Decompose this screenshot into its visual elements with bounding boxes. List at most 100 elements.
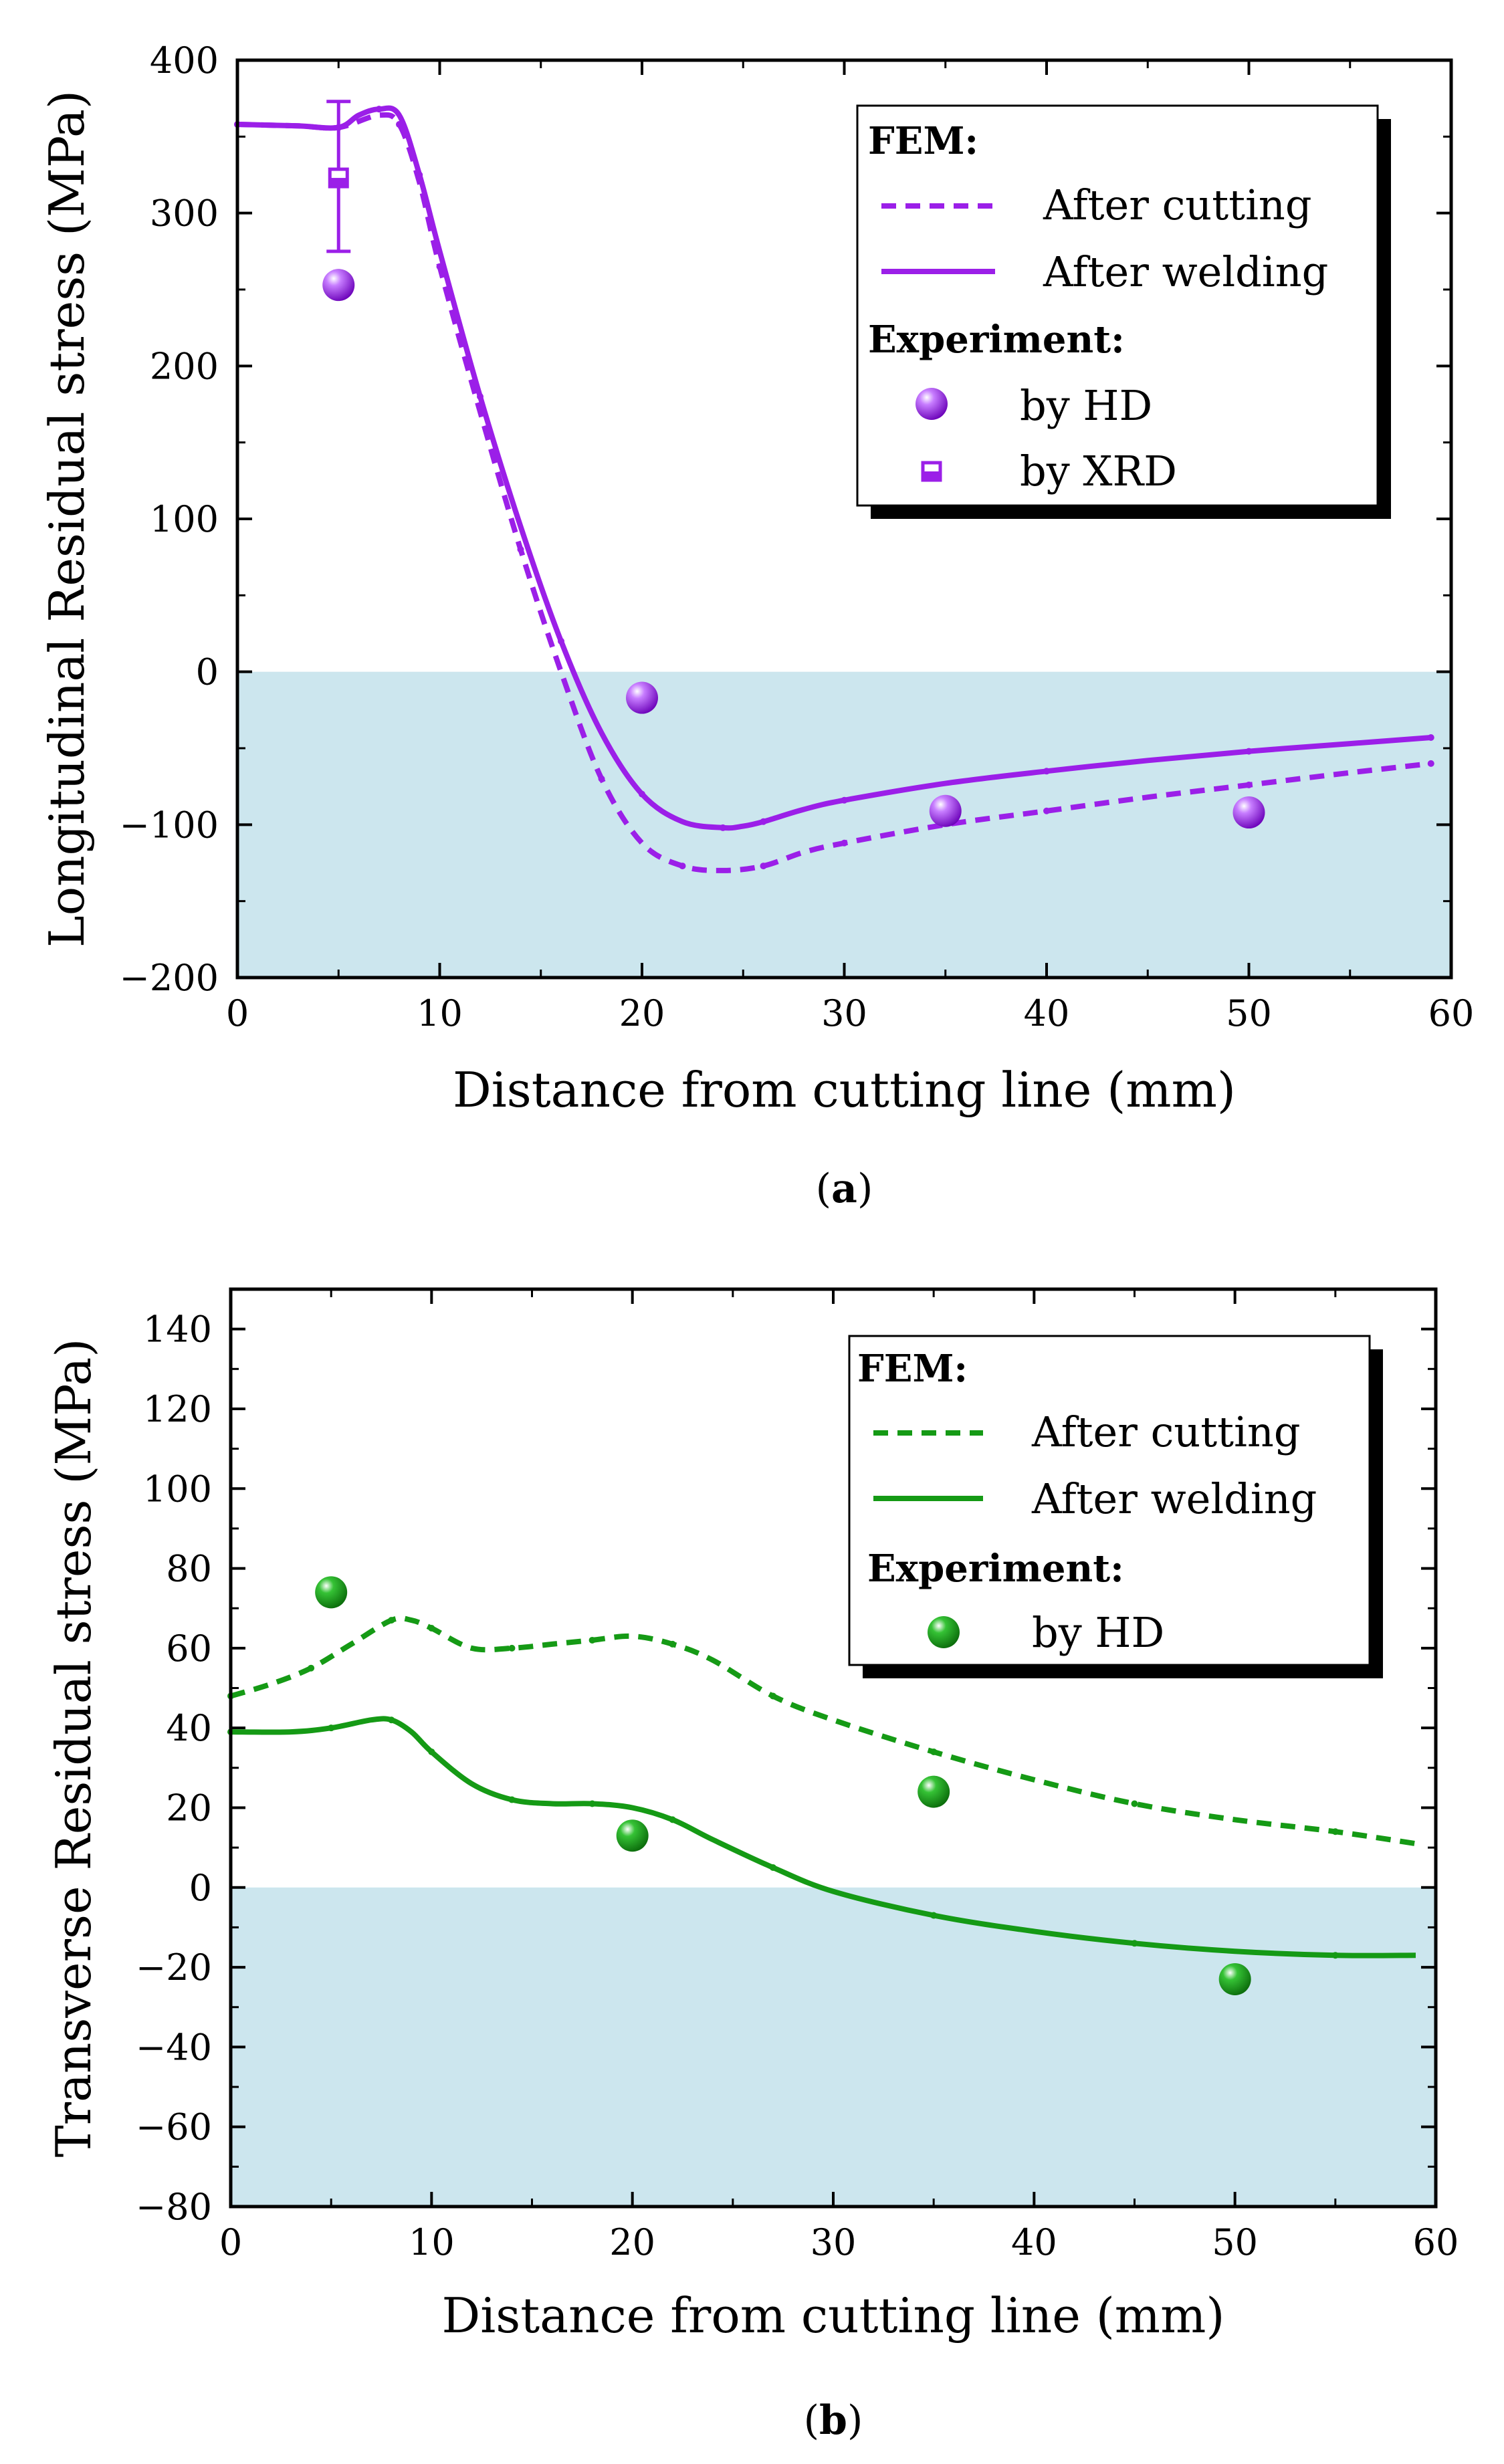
chart-panel-b: 0 10 20 30 40 50 60 −80 −60 −40 −20 0 20 40 60 80 100 120… <box>45 1287 1459 2444</box>
series-point <box>841 839 848 847</box>
legend-experiment-header: Experiment: <box>867 1547 1124 1591</box>
series-point <box>328 1724 335 1732</box>
series-markers <box>227 1576 1339 1995</box>
series-point <box>388 1617 395 1624</box>
y-tick-label: 120 <box>143 1388 212 1430</box>
hd-data-point <box>315 1576 348 1609</box>
legend-fem-header: FEM: <box>868 119 978 163</box>
series-point <box>396 121 403 128</box>
hd-data-point <box>626 681 658 714</box>
series-point <box>930 1748 938 1755</box>
series-point <box>517 546 524 553</box>
x-tick-label: 10 <box>409 2221 455 2263</box>
hd-data-point <box>918 1775 950 1808</box>
plot-frame <box>235 58 1453 980</box>
y-tick-label: −100 <box>120 804 219 846</box>
y-tick-label: 200 <box>150 345 219 387</box>
hd-data-point <box>322 269 355 302</box>
series-point <box>769 1864 776 1871</box>
legend: FEM: After cutting After welding Experim… <box>848 1335 1383 1678</box>
y-tick-label: −200 <box>120 957 219 999</box>
panel-label: (a) <box>816 1165 873 1212</box>
x-tick-label: 10 <box>417 992 463 1034</box>
x-tick-label: 60 <box>1428 992 1475 1034</box>
series-point <box>1245 748 1253 755</box>
y-tick-label: 40 <box>166 1707 212 1749</box>
negative-region-shade <box>231 1887 1436 2207</box>
x-tick-label: 40 <box>1024 992 1070 1034</box>
x-tick-label: 30 <box>821 992 867 1034</box>
plot-frame <box>229 1287 1438 2209</box>
hd-data-point <box>929 794 962 827</box>
series-point <box>558 637 564 645</box>
x-tick-label: 30 <box>811 2221 857 2263</box>
legend-marker-hd <box>928 1616 960 1648</box>
series-point <box>930 1912 938 1919</box>
series-point <box>436 263 443 270</box>
series-point <box>1043 807 1050 814</box>
series-point <box>639 790 645 798</box>
y-tick-label: 80 <box>166 1548 212 1590</box>
tick-labels: 0 10 20 30 40 50 60 −80 −60 −40 −20 0 20 40 60 80 100 120… <box>136 1309 1459 2263</box>
legend-label-after-welding: After welding <box>1031 1474 1317 1523</box>
legend-label-hd: by HD <box>1032 1608 1164 1657</box>
y-axis-label: Transverse Residual stress (MPa) <box>45 1339 102 2158</box>
series-point <box>1245 781 1253 788</box>
y-tick-label: 0 <box>189 1867 212 1909</box>
y-tick-label: 140 <box>143 1309 212 1351</box>
x-tick-label: 50 <box>1226 992 1272 1034</box>
legend: FEM: After cutting After welding Experim… <box>856 104 1391 519</box>
y-tick-label: −40 <box>136 2026 212 2068</box>
legend-fem-header: FEM: <box>857 1347 968 1391</box>
legend-label-after-cutting: After cutting <box>1031 1408 1301 1456</box>
legend-box <box>856 104 1379 507</box>
series-point <box>720 824 726 831</box>
panel-letter: a <box>831 1165 857 1212</box>
series-point <box>428 1625 435 1632</box>
panel-label: (b) <box>804 2397 863 2444</box>
hd-data-point <box>1232 796 1265 829</box>
y-tick-label: 400 <box>150 39 219 82</box>
series-point <box>679 863 686 870</box>
series-point <box>588 1800 596 1807</box>
y-tick-label: 60 <box>166 1628 212 1670</box>
series-point <box>375 106 383 113</box>
series-point <box>1043 768 1050 775</box>
series-layer <box>227 1576 1416 1995</box>
x-axis-label: Distance from cutting line (mm) <box>442 2287 1225 2344</box>
y-tick-label: −80 <box>136 2186 212 2228</box>
series-point <box>841 796 848 804</box>
series-point <box>588 1636 596 1644</box>
y-tick-label: 0 <box>196 651 219 693</box>
x-tick-label: 50 <box>1212 2221 1258 2263</box>
hd-data-point <box>616 1819 649 1852</box>
legend-marker-xrd <box>921 461 942 482</box>
x-tick-label: 0 <box>226 992 249 1034</box>
y-tick-label: −20 <box>136 1946 212 1989</box>
series-point <box>760 818 767 825</box>
y-tick-label: 300 <box>150 193 219 235</box>
series-point <box>1331 1828 1339 1835</box>
series-point <box>769 1692 776 1700</box>
y-tick-label: −60 <box>136 2106 212 2148</box>
x-tick-label: 60 <box>1413 2221 1459 2263</box>
legend-label-after-welding: After welding <box>1043 247 1328 296</box>
series-point <box>416 171 423 179</box>
legend-label-hd: by HD <box>1020 381 1152 430</box>
y-tick-label: 20 <box>166 1787 212 1829</box>
series-point <box>1131 1800 1138 1807</box>
series-point <box>598 775 605 782</box>
y-axis-label: Longitudinal Residual stress (MPa) <box>39 90 95 947</box>
y-tick-label: 100 <box>143 1468 212 1510</box>
series-point <box>669 1816 676 1823</box>
series-point <box>388 1716 395 1724</box>
series-point <box>669 1640 676 1648</box>
series-point <box>477 393 484 401</box>
series-point <box>428 1748 435 1755</box>
series-point <box>308 1664 315 1672</box>
chart-panel-a: 0 10 20 30 40 50 60 −200 −100 0 100 200 300 400 Dista… <box>39 39 1474 1212</box>
x-tick-label: 20 <box>609 2221 655 2263</box>
series-point <box>1331 1952 1339 1959</box>
tick-labels: 0 10 20 30 40 50 60 −200 −100 0 100 200 300 400 <box>120 39 1475 1034</box>
